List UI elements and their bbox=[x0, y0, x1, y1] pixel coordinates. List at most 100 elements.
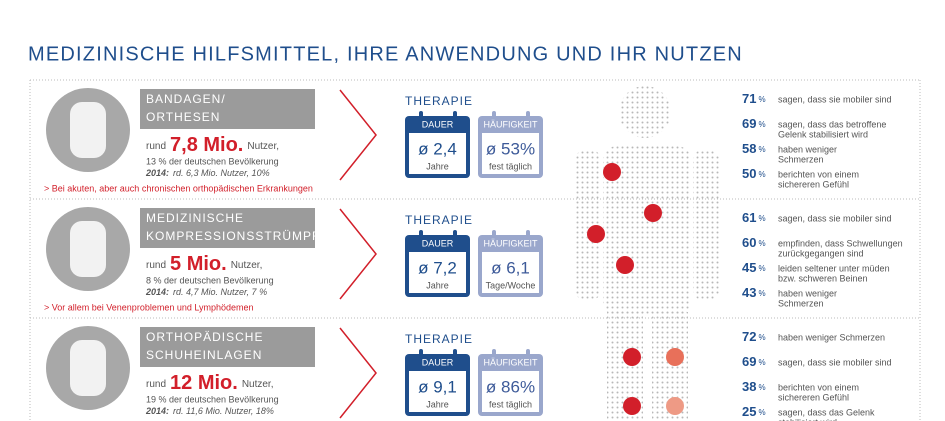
frequency-label: HÄUFIGKEIT bbox=[483, 238, 538, 248]
stat-number: 69 bbox=[742, 354, 756, 369]
therapy-label: THERAPIE bbox=[405, 332, 473, 346]
duration-label: DAUER bbox=[422, 357, 454, 367]
body-markers bbox=[587, 163, 684, 415]
note: > Bei akuten, aber auch chronischen orth… bbox=[44, 183, 313, 193]
stat-text: Schmerzen bbox=[778, 298, 824, 308]
stat-text: Gelenk stabilisiert wird bbox=[778, 129, 868, 139]
stat-number: 38 bbox=[742, 379, 756, 394]
stat-number: 72 bbox=[742, 329, 756, 344]
calendar-ring bbox=[419, 230, 423, 240]
duration-unit: Jahre bbox=[426, 399, 449, 409]
stat-unit: % bbox=[758, 214, 765, 223]
stat-number: 43 bbox=[742, 285, 756, 300]
calendar-ring bbox=[492, 230, 496, 240]
stat-text: sichereren Gefühl bbox=[778, 179, 849, 189]
stat-text: bzw. schweren Beinen bbox=[778, 273, 868, 283]
frequency-label: HÄUFIGKEIT bbox=[483, 119, 538, 129]
duration-label: DAUER bbox=[422, 119, 454, 129]
frequency-unit: fest täglich bbox=[489, 161, 532, 171]
product-name: MEDIZINISCHE bbox=[146, 211, 244, 225]
calendar-ring bbox=[492, 349, 496, 359]
name-box bbox=[140, 327, 315, 367]
therapy-label: THERAPIE bbox=[405, 213, 473, 227]
stat-value: 58% bbox=[742, 141, 766, 156]
stat-text: haben weniger bbox=[778, 144, 837, 154]
stat-unit: % bbox=[758, 95, 765, 104]
stat-value: 60% bbox=[742, 235, 766, 250]
stat-text: sagen, dass sie mobiler sind bbox=[778, 94, 892, 104]
year: 2014: rd. 6,3 Mio. Nutzer, 10% bbox=[145, 168, 270, 178]
users-value: 5 Mio. bbox=[170, 253, 227, 275]
title: MEDIZINISCHE HILFSMITTEL, IHRE ANWENDUNG… bbox=[28, 43, 743, 65]
year: 2014: rd. 4,7 Mio. Nutzer, 7 % bbox=[145, 287, 267, 297]
stat-text: sichereren Gefühl bbox=[778, 392, 849, 402]
name-box bbox=[140, 89, 315, 129]
product-name: ORTHOPÄDISCHE bbox=[146, 330, 263, 344]
users-prefix: rund bbox=[146, 260, 166, 271]
users-prefix: rund bbox=[146, 141, 166, 152]
section: ORTHOPÄDISCHE SCHUHEINLAGEN rund 12 Mio. Nut… bbox=[46, 326, 892, 421]
frequency-value: ø 6,1 bbox=[491, 258, 530, 277]
duration-unit: Jahre bbox=[426, 280, 449, 290]
stat-value: 45% bbox=[742, 260, 766, 275]
stat-number: 50 bbox=[742, 166, 756, 181]
calendar-page bbox=[482, 252, 539, 293]
frequency-value: ø 53% bbox=[486, 139, 535, 158]
users-suffix: Nutzer, bbox=[242, 379, 274, 390]
users-value: 7,8 Mio. bbox=[170, 134, 243, 156]
therapy-label: THERAPIE bbox=[405, 94, 473, 108]
year-text: rd. 6,3 Mio. Nutzer, 10% bbox=[173, 168, 270, 178]
product-name: SCHUHEINLAGEN bbox=[146, 348, 262, 362]
calendar-ring bbox=[492, 111, 496, 121]
year: 2014: rd. 11,6 Mio. Nutzer, 18% bbox=[145, 406, 274, 416]
stat-number: 25 bbox=[742, 404, 756, 419]
calendar-ring bbox=[453, 111, 457, 121]
stat-text: empfinden, dass Schwellungen bbox=[778, 238, 903, 248]
product-icon-shape bbox=[70, 340, 106, 396]
users: rund 7,8 Mio. Nutzer, bbox=[146, 134, 279, 156]
calendar-ring bbox=[526, 349, 530, 359]
year-text: rd. 11,6 Mio. Nutzer, 18% bbox=[173, 406, 274, 416]
stat-value: 72% bbox=[742, 329, 766, 344]
year-label: 2014: bbox=[145, 287, 169, 297]
users: rund 5 Mio. Nutzer, bbox=[146, 253, 262, 275]
stat-text: sagen, dass das Gelenk bbox=[778, 407, 875, 417]
product-name: ORTHESEN bbox=[146, 110, 220, 124]
stat-text: haben weniger bbox=[778, 288, 837, 298]
duration-unit: Jahre bbox=[426, 161, 449, 171]
users-suffix: Nutzer, bbox=[231, 260, 263, 271]
stat-value: 25% bbox=[742, 404, 766, 419]
calendar-ring bbox=[453, 230, 457, 240]
stat-text: zurückgegangen sind bbox=[778, 248, 864, 258]
calendar-page bbox=[409, 252, 466, 293]
duration-value: ø 9,1 bbox=[418, 377, 457, 396]
stat-number: 58 bbox=[742, 141, 756, 156]
stat-unit: % bbox=[758, 145, 765, 154]
stat-number: 45 bbox=[742, 260, 756, 275]
share: 8 % der deutschen Bevölkerung bbox=[146, 275, 274, 285]
stat-value: 69% bbox=[742, 116, 766, 131]
product-icon-shape bbox=[70, 102, 106, 158]
duration-value: ø 7,2 bbox=[418, 258, 457, 277]
share: 13 % der deutschen Bevölkerung bbox=[146, 156, 279, 166]
stat-unit: % bbox=[758, 289, 765, 298]
stat-value: 69% bbox=[742, 354, 766, 369]
stat-text: sagen, dass sie mobiler sind bbox=[778, 213, 892, 223]
section: MEDIZINISCHE KOMPRESSIONSSTRÜMPFE rund 5 Mi… bbox=[44, 207, 903, 312]
stat-unit: % bbox=[758, 408, 765, 417]
calendar-page bbox=[409, 133, 466, 174]
chevron bbox=[339, 327, 377, 419]
stat-text: leiden seltener unter müden bbox=[778, 263, 890, 273]
product-icon-shape bbox=[70, 221, 106, 277]
stat-value: 50% bbox=[742, 166, 766, 181]
calendar-ring bbox=[526, 230, 530, 240]
calendar-ring bbox=[419, 111, 423, 121]
stat-number: 60 bbox=[742, 235, 756, 250]
stat-value: 43% bbox=[742, 285, 766, 300]
calendar-page bbox=[482, 371, 539, 412]
calendar-ring bbox=[419, 349, 423, 359]
year-text: rd. 4,7 Mio. Nutzer, 7 % bbox=[173, 287, 267, 297]
body-figure bbox=[575, 86, 719, 421]
calendar-page bbox=[482, 133, 539, 174]
